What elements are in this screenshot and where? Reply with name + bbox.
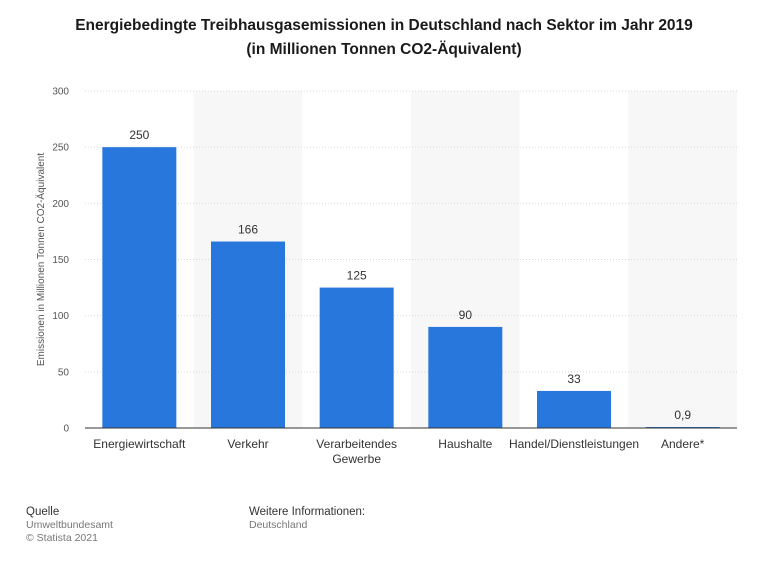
source-heading: Quelle: [26, 506, 60, 518]
x-tick-label: Handel/Dienstleistungen: [509, 437, 639, 451]
y-tick-label: 200: [52, 199, 69, 210]
data-label: 166: [238, 223, 258, 237]
chart-title-line1: Energiebedingte Treibhausgasemissionen i…: [75, 17, 693, 34]
info-block: Weitere Informationen: Deutschland: [249, 506, 365, 532]
x-tick-label: Andere*: [661, 437, 705, 451]
source-name: Umweltbundesamt: [26, 519, 113, 531]
bar: [645, 426, 720, 428]
info-heading: Weitere Informationen:: [249, 506, 366, 518]
data-label: 125: [347, 269, 367, 283]
data-label: 250: [129, 128, 149, 142]
y-tick-label: 250: [52, 143, 69, 154]
x-tick-label: Haushalte: [438, 437, 492, 451]
chart-title-line2: (in Millionen Tonnen CO2-Äquivalent): [246, 41, 522, 58]
source-block: Quelle Umweltbundesamt © Statista 2021: [26, 506, 113, 545]
bar: [102, 147, 177, 428]
data-label: 33: [567, 372, 581, 386]
x-tick-label: Gewerbe: [332, 452, 381, 466]
chart-title: Energiebedingte Treibhausgasemissionen i…: [0, 14, 768, 62]
x-tick-label: Energiewirtschaft: [93, 437, 186, 451]
x-tick-label: Verarbeitendes: [316, 437, 397, 451]
y-tick-label: 50: [58, 367, 70, 378]
data-label: 0,9: [674, 408, 691, 422]
y-tick-label: 300: [52, 87, 69, 98]
y-axis-label: Emissionen in Millionen Tonnen CO2-Äquiv…: [35, 153, 47, 366]
bar: [428, 326, 503, 428]
y-tick-label: 150: [52, 255, 69, 266]
info-value: Deutschland: [249, 519, 308, 531]
data-label: 90: [459, 308, 473, 322]
y-tick-label: 0: [63, 424, 69, 435]
bar: [211, 241, 285, 428]
x-tick-label: Verkehr: [227, 437, 268, 451]
bar-chart: 0 50 100 150 200 250 300 Emissionen in Millione…: [35, 87, 737, 466]
copyright: © Statista 2021: [26, 532, 98, 544]
y-tick-label: 100: [52, 311, 69, 322]
bar: [537, 390, 611, 428]
bar: [319, 287, 394, 428]
